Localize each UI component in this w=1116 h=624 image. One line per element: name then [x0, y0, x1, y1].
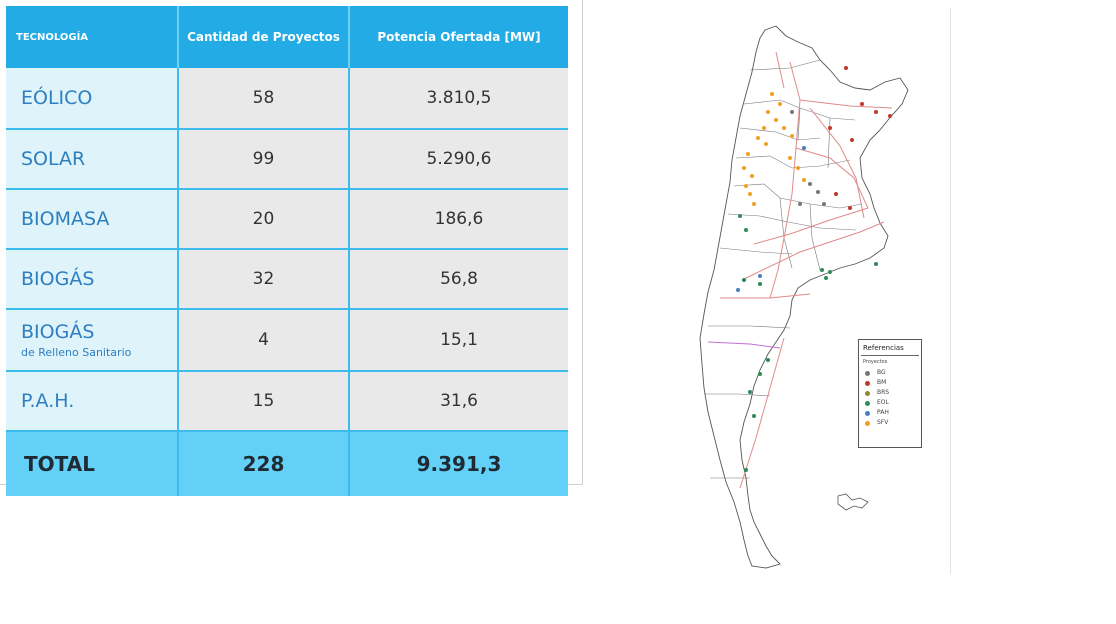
offered-power-cell: 56,8: [349, 249, 568, 310]
offered-power-cell: 31,6: [349, 371, 568, 432]
legend-item-sfv: SFV: [859, 418, 921, 428]
table-row: EÓLICO 58 3.810,5: [6, 68, 568, 130]
technology-cell: SOLAR: [6, 129, 179, 190]
bg-project-markers: [790, 110, 826, 206]
project-count-cell: 20: [178, 189, 350, 250]
legend-divider: [861, 355, 919, 356]
technology-cell: BIOGÁS de Relleno Sanitario: [6, 309, 179, 372]
technology-name: BIOMASA: [21, 208, 110, 230]
offered-power-cell: 5.290,6: [349, 129, 568, 190]
project-count-cell: 99: [178, 129, 350, 190]
table-row: BIOMASA 20 186,6: [6, 189, 568, 250]
total-row: TOTAL 228 9.391,3: [6, 431, 568, 496]
header-offered-power: Potencia Ofertada [MW]: [349, 6, 568, 68]
table-row: SOLAR 99 5.290,6: [6, 129, 568, 190]
offered-power-cell: 186,6: [349, 189, 568, 250]
header-project-count: Cantidad de Proyectos: [178, 6, 350, 68]
legend-item-label: SFV: [877, 419, 889, 426]
technology-name: EÓLICO: [21, 87, 93, 109]
bm-marker-icon: [865, 380, 870, 386]
technology-cell: BIOMASA: [6, 189, 179, 250]
legend-item-label: BRS: [877, 389, 890, 396]
eol-marker-icon: [865, 400, 870, 406]
project-count-cell: 32: [178, 249, 350, 310]
renewables-table: TECNOLOGÍA Cantidad de Proyectos Potenci…: [6, 6, 568, 496]
technology-cell: P.A.H.: [6, 371, 179, 432]
legend-item-brs: BRS: [859, 388, 921, 398]
legend-item-bg: BG: [859, 368, 921, 378]
table-header-row: TECNOLOGÍA Cantidad de Proyectos Potenci…: [6, 6, 568, 68]
header-technology: TECNOLOGÍA: [6, 6, 179, 68]
bg-marker-icon: [865, 370, 870, 376]
sfv-project-markers: [742, 92, 806, 206]
map-legend: Referencias Proyectos BG BM BRS EOL PAH …: [858, 339, 922, 448]
province-borders: [704, 59, 863, 479]
legend-subtitle: Proyectos: [863, 359, 888, 365]
legend-item-label: BM: [877, 379, 887, 386]
legend-item-label: EOL: [877, 399, 889, 406]
table-row: BIOGÁS 32 56,8: [6, 249, 568, 310]
malvinas-islands: [837, 493, 869, 511]
technology-name: BIOGÁS: [21, 321, 95, 343]
technology-name: BIOGÁS: [21, 268, 95, 290]
international-line: [707, 341, 781, 349]
technology-cell: BIOGÁS: [6, 249, 179, 310]
total-project-count: 228: [178, 431, 350, 496]
total-label: TOTAL: [6, 431, 179, 496]
legend-item-label: BG: [877, 369, 886, 376]
pah-project-markers: [736, 146, 806, 292]
argentina-projects-map: Referencias Proyectos BG BM BRS EOL PAH …: [680, 8, 951, 574]
eol-project-markers: [738, 214, 878, 472]
project-count-cell: 4: [178, 309, 350, 372]
project-markers: [736, 66, 892, 472]
technology-name: SOLAR: [21, 148, 86, 170]
technology-name: P.A.H.: [21, 390, 75, 412]
legend-item-eol: EOL: [859, 398, 921, 408]
brs-marker-icon: [865, 390, 870, 396]
table-row: P.A.H. 15 31,6: [6, 371, 568, 432]
offered-power-cell: 3.810,5: [349, 68, 568, 130]
pah-marker-icon: [865, 410, 870, 416]
technology-subtitle: de Relleno Sanitario: [21, 346, 132, 359]
project-count-cell: 58: [178, 68, 350, 130]
sfv-marker-icon: [865, 420, 870, 426]
legend-title: Referencias: [863, 344, 904, 352]
projects-table-panel: TECNOLOGÍA Cantidad de Proyectos Potenci…: [0, 0, 583, 496]
legend-item-pah: PAH: [859, 408, 921, 418]
argentina-outline: [699, 25, 909, 569]
legend-item-bm: BM: [859, 378, 921, 388]
legend-item-label: PAH: [877, 409, 889, 416]
technology-cell: EÓLICO: [6, 68, 179, 130]
transmission-lines: [720, 51, 893, 489]
offered-power-cell: 15,1: [349, 309, 568, 372]
bm-project-markers: [828, 66, 892, 210]
project-count-cell: 15: [178, 371, 350, 432]
map-canvas: [699, 25, 909, 569]
total-offered-power: 9.391,3: [349, 431, 568, 496]
table-row: BIOGÁS de Relleno Sanitario 4 15,1: [6, 309, 568, 372]
